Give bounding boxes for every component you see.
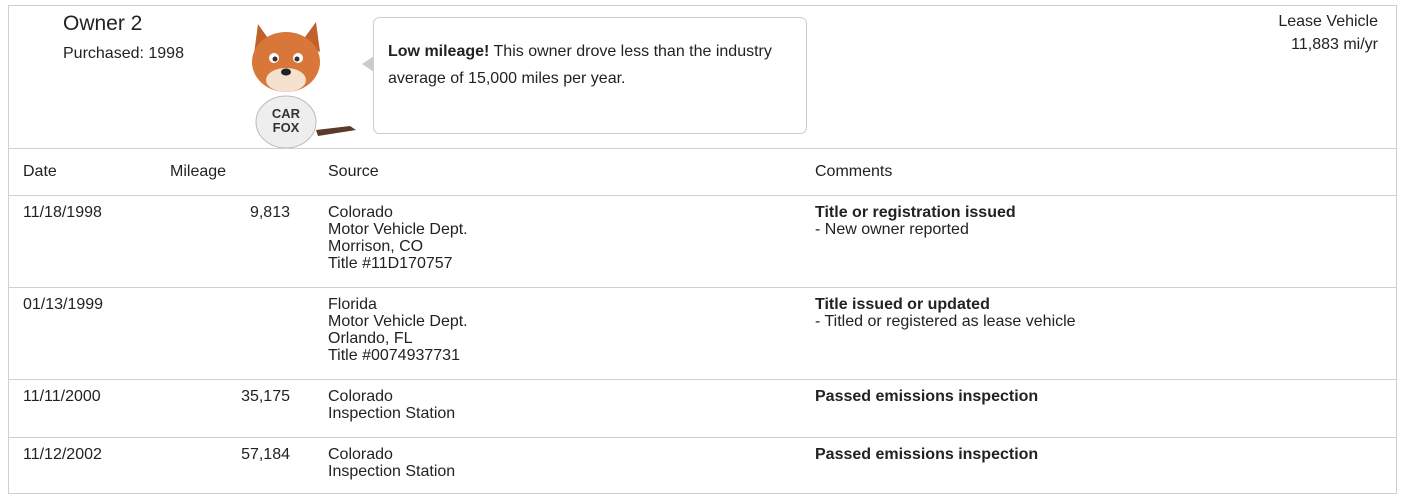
source-line: Motor Vehicle Dept. xyxy=(328,313,468,330)
source-line: Colorado xyxy=(328,446,393,463)
callout-text: Low mileage! This owner drove less than … xyxy=(388,38,793,92)
column-header: Comments xyxy=(815,163,892,181)
source-line: Title #11D170757 xyxy=(328,255,453,272)
source-line: Morrison, CO xyxy=(328,238,423,255)
mascot-shirt-text: CAR xyxy=(272,106,301,121)
comment-title: Passed emissions inspection xyxy=(815,388,1038,405)
comment-title: Title or registration issued xyxy=(815,204,1016,221)
divider xyxy=(9,287,1396,288)
source-line: Inspection Station xyxy=(328,463,455,480)
purchased: Purchased: 1998 xyxy=(63,45,184,63)
owner-title: Owner 2 xyxy=(63,12,142,36)
date: 11/12/2002 xyxy=(23,446,102,463)
divider xyxy=(9,148,1396,149)
divider xyxy=(9,195,1396,196)
vehicle-type: Lease Vehicle xyxy=(1278,13,1378,31)
divider xyxy=(9,437,1396,438)
mileage: 35,175 xyxy=(150,388,290,405)
comment-title: Passed emissions inspection xyxy=(815,446,1038,463)
source-line: Inspection Station xyxy=(328,405,455,422)
comment-detail: - Titled or registered as lease vehicle xyxy=(815,313,1076,330)
mileage: 9,813 xyxy=(150,204,290,221)
mileage: 57,184 xyxy=(150,446,290,463)
date: 01/13/1999 xyxy=(23,296,103,313)
comment-title: Title issued or updated xyxy=(815,296,990,313)
source-line: Colorado xyxy=(328,388,393,405)
annual-mileage: 11,883 mi/yr xyxy=(1291,36,1378,54)
divider xyxy=(9,379,1396,380)
date: 11/11/2000 xyxy=(23,388,101,405)
callout-emphasis: Low mileage! xyxy=(388,43,489,60)
page: Owner 2 Purchased: 1998 Lease Vehicle 11… xyxy=(0,0,1406,497)
comment-detail: - New owner reported xyxy=(815,221,969,238)
source-line: Florida xyxy=(328,296,377,313)
mascot: CAR FOX xyxy=(238,14,363,148)
source-line: Colorado xyxy=(328,204,393,221)
source-line: Motor Vehicle Dept. xyxy=(328,221,468,238)
column-header: Date xyxy=(23,163,57,181)
date: 11/18/1998 xyxy=(23,204,102,221)
column-header: Mileage xyxy=(170,163,226,181)
mascot-shirt-text: FOX xyxy=(273,120,300,135)
column-header: Source xyxy=(328,163,379,181)
source-line: Title #0074937731 xyxy=(328,347,460,364)
source-line: Orlando, FL xyxy=(328,330,412,347)
